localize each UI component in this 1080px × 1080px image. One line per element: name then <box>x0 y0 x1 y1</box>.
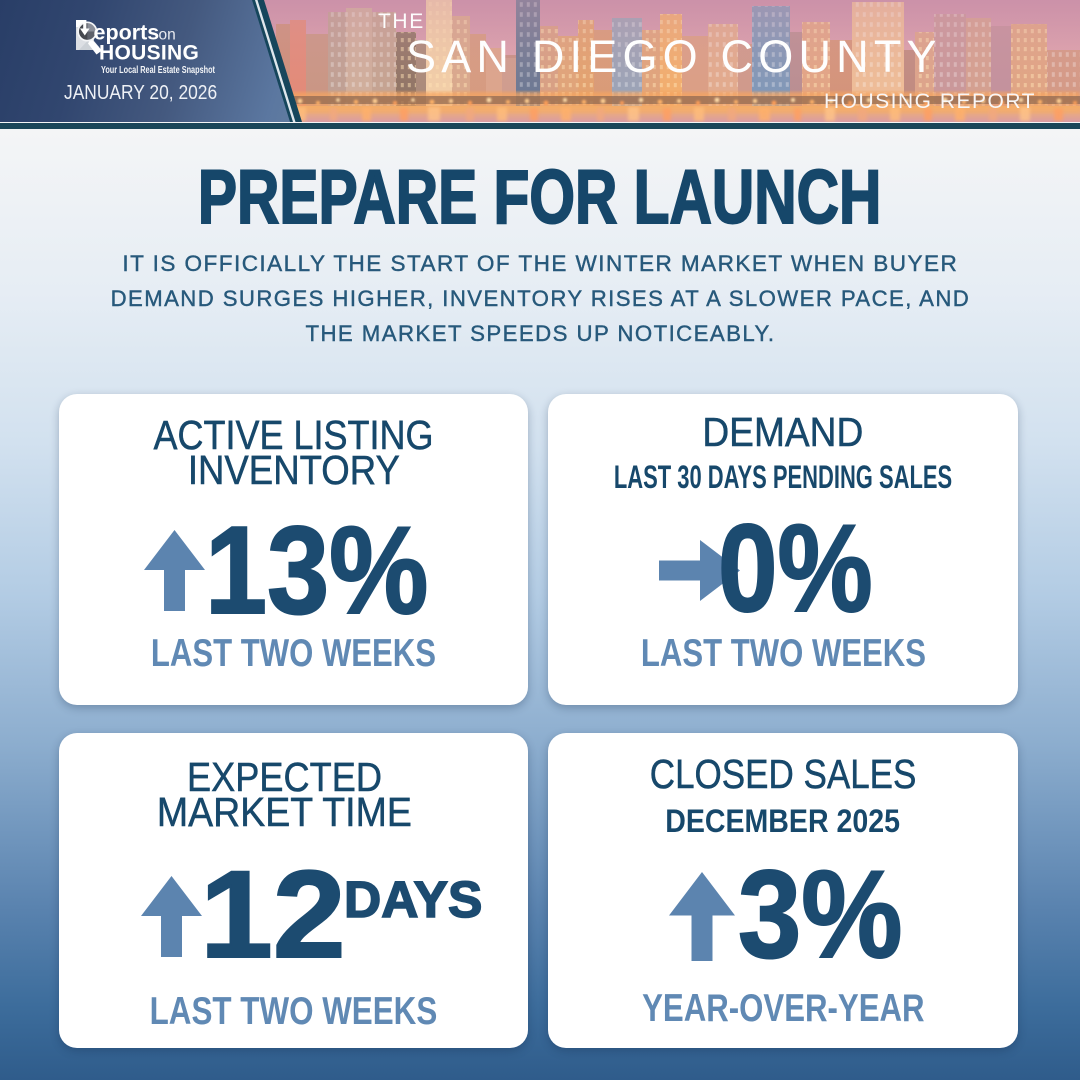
svg-text:eports: eports <box>94 20 160 44</box>
svg-text:Your Local Real Estate Snapsho: Your Local Real Estate Snapshot <box>101 64 215 76</box>
svg-text:on: on <box>159 26 176 43</box>
svg-text:HOUSING: HOUSING <box>99 42 199 65</box>
